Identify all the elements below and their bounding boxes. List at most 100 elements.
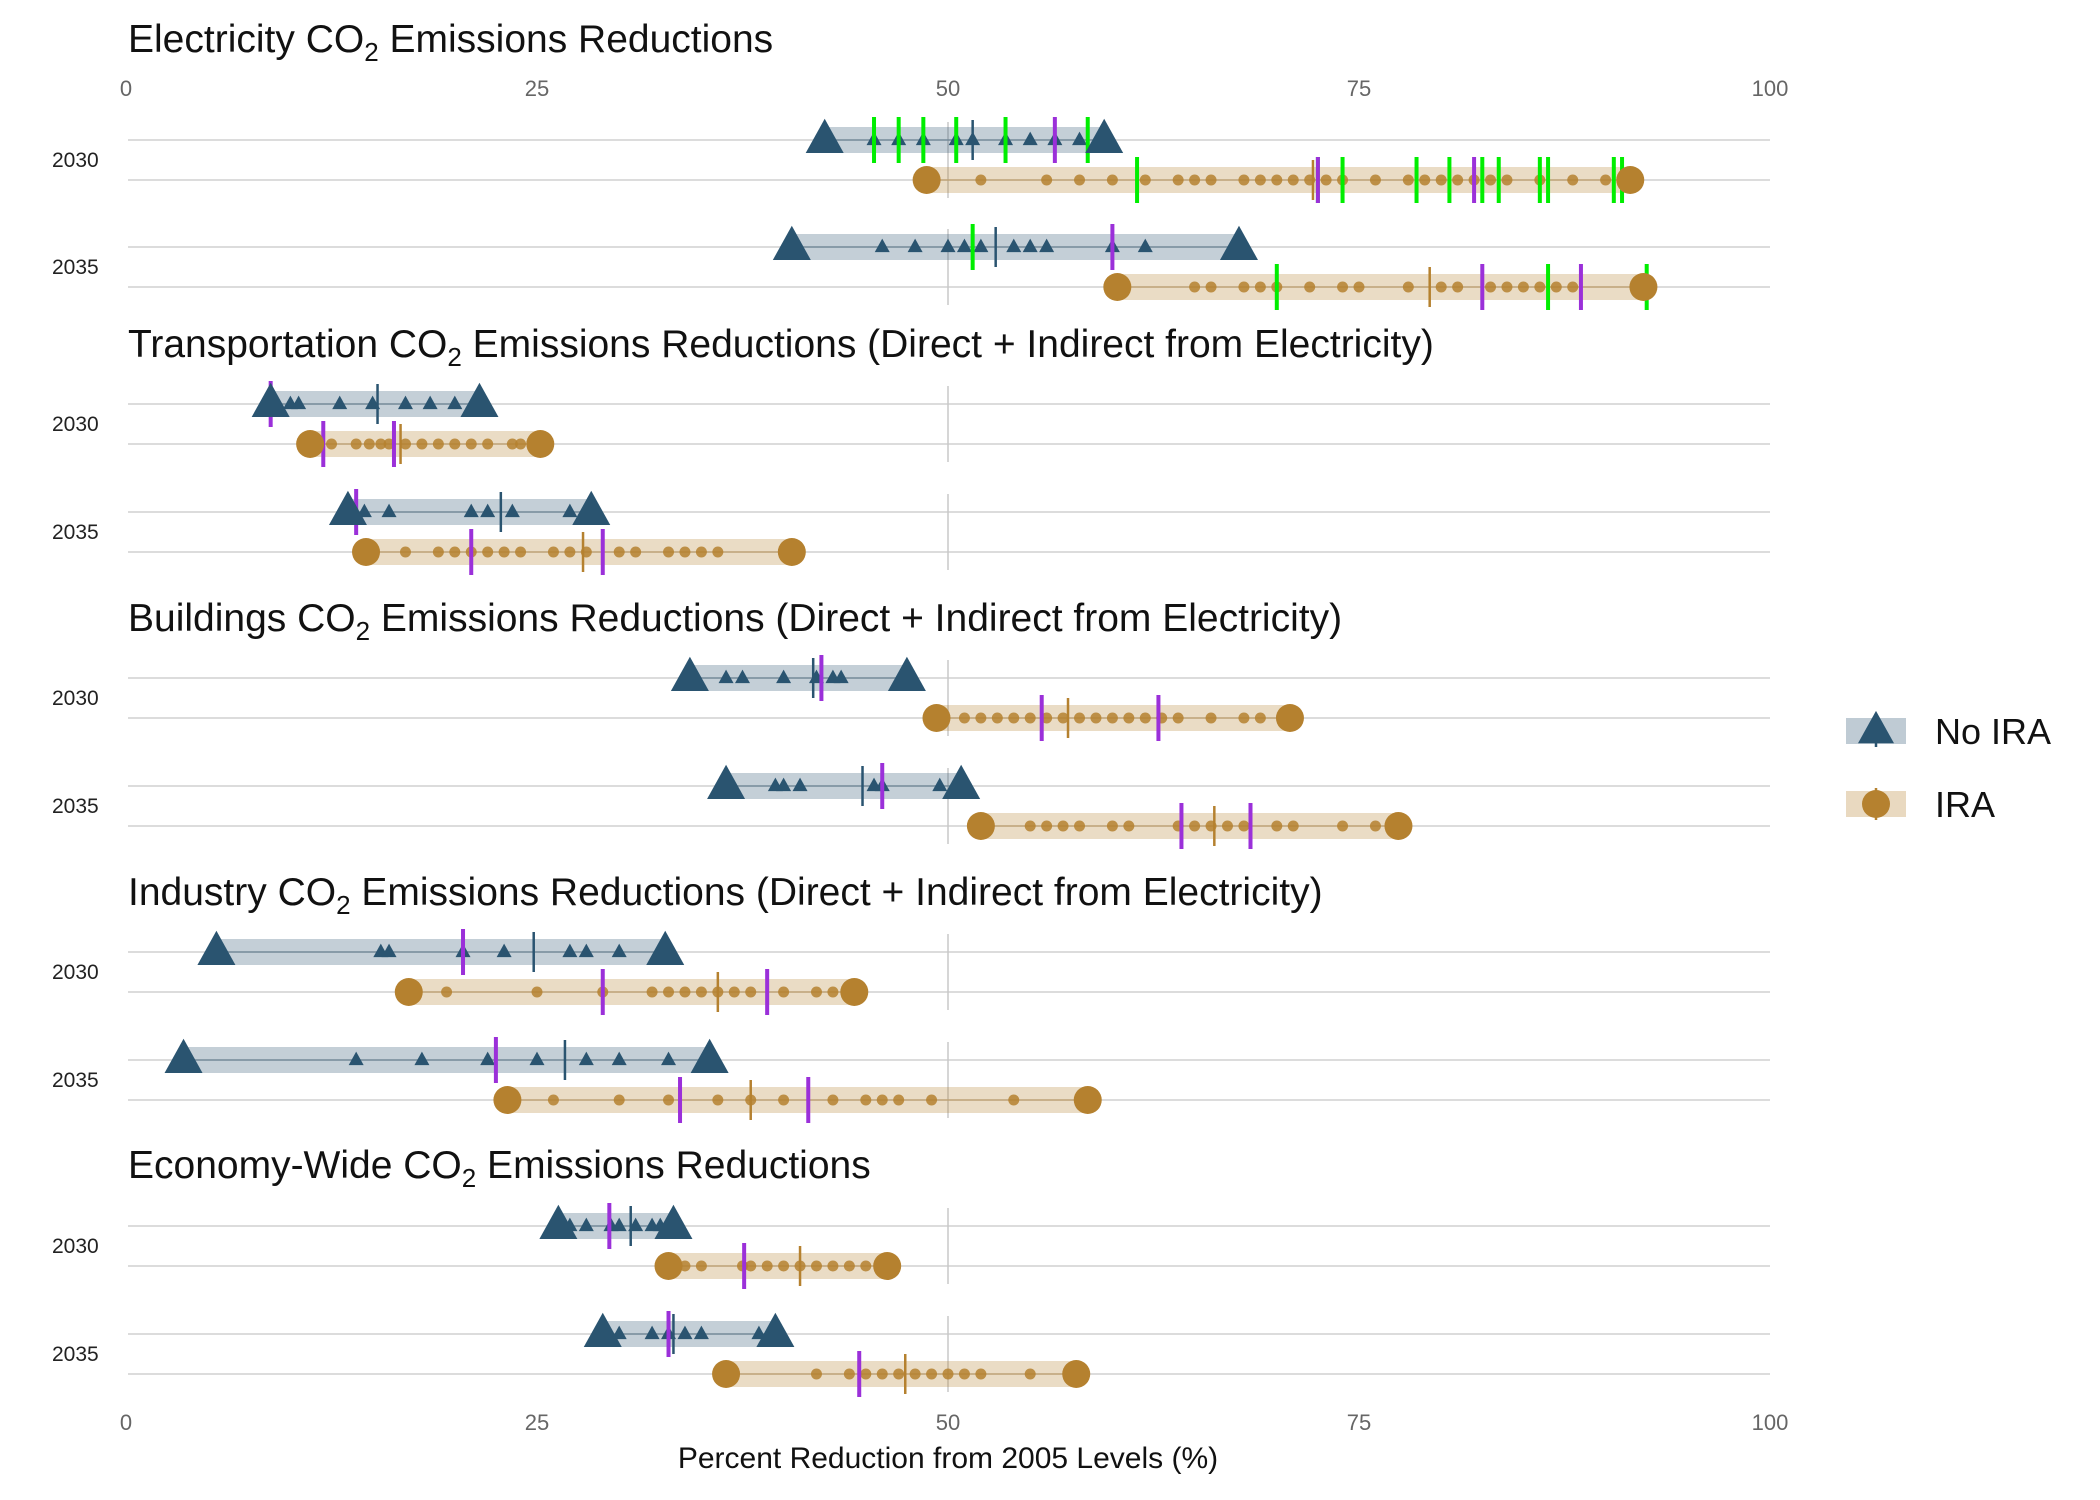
ira-scenario-point bbox=[1287, 174, 1299, 186]
panel-title-rest: Emissions Reductions bbox=[379, 18, 774, 61]
panel-title-subscript: 2 bbox=[447, 342, 461, 372]
ira-scenario-point bbox=[613, 1094, 625, 1106]
legend-label: No IRA bbox=[1935, 711, 2051, 752]
no-ira-scenario-point bbox=[833, 669, 849, 684]
ira-scenario-point bbox=[1024, 712, 1036, 724]
ira-scenario-point bbox=[449, 438, 461, 450]
ira-max-marker bbox=[1384, 812, 1413, 840]
x-axis-title: Percent Reduction from 2005 Levels (%) bbox=[678, 1442, 1218, 1475]
no-ira-scenario-point bbox=[504, 503, 520, 518]
no-ira-scenario-point bbox=[463, 503, 479, 518]
ira-min-marker bbox=[922, 704, 951, 732]
ira-scenario-point bbox=[1353, 281, 1365, 293]
ira-scenario-point bbox=[745, 986, 757, 998]
bottom-tick-label: 50 bbox=[936, 1410, 960, 1435]
ira-min-marker bbox=[654, 1252, 683, 1280]
year-label: 2030 bbox=[52, 413, 99, 436]
ira-scenario-point bbox=[1172, 712, 1184, 724]
ira-scenario-point bbox=[531, 986, 543, 998]
ira-min-marker bbox=[394, 978, 423, 1006]
year-label: 2035 bbox=[52, 521, 99, 544]
ira-scenario-point bbox=[1419, 174, 1431, 186]
no-ira-scenario-point bbox=[381, 503, 397, 518]
ira-scenario-point bbox=[1567, 281, 1579, 293]
ira-scenario-point bbox=[1106, 174, 1118, 186]
ira-scenario-point bbox=[810, 1368, 822, 1380]
ira-scenario-point bbox=[827, 986, 839, 998]
ira-scenario-point bbox=[695, 546, 707, 558]
ira-scenario-point bbox=[399, 546, 411, 558]
ira-scenario-point bbox=[810, 986, 822, 998]
ira-scenario-point bbox=[1024, 820, 1036, 832]
no-ira-scenario-point bbox=[578, 943, 594, 958]
ira-scenario-point bbox=[1238, 820, 1250, 832]
no-ira-min-marker bbox=[328, 490, 367, 525]
ira-max-marker bbox=[1062, 1360, 1091, 1388]
ira-scenario-point bbox=[1254, 174, 1266, 186]
no-ira-scenario-point bbox=[397, 395, 413, 410]
no-ira-scenario-point bbox=[1022, 131, 1038, 146]
ira-scenario-point bbox=[695, 1260, 707, 1272]
ira-scenario-point bbox=[876, 1094, 888, 1106]
no-ira-scenario-point bbox=[661, 1051, 677, 1066]
ira-min-marker bbox=[296, 430, 325, 458]
ira-scenario-point bbox=[827, 1260, 839, 1272]
year-label: 2030 bbox=[52, 1235, 99, 1258]
ira-scenario-point bbox=[1139, 712, 1151, 724]
ira-min-marker bbox=[912, 166, 941, 194]
bottom-tick-label: 0 bbox=[120, 1410, 132, 1435]
ira-scenario-point bbox=[1287, 820, 1299, 832]
no-ira-scenario-point bbox=[348, 1051, 364, 1066]
ira-scenario-point bbox=[1402, 174, 1414, 186]
panel-title: Electricity CO2 Emissions Reductions bbox=[128, 18, 773, 67]
no-ira-max-marker bbox=[572, 490, 611, 525]
no-ira-scenario-point bbox=[1072, 131, 1088, 146]
ira-max-marker bbox=[1275, 704, 1304, 732]
ira-scenario-point bbox=[778, 1260, 790, 1272]
ira-scenario-point bbox=[1369, 174, 1381, 186]
ira-scenario-point bbox=[630, 546, 642, 558]
year-label: 2035 bbox=[52, 1069, 99, 1092]
ira-scenario-point bbox=[860, 1368, 872, 1380]
top-tick-label: 75 bbox=[1347, 76, 1371, 101]
ira-scenario-point bbox=[515, 438, 527, 450]
panel-title: Buildings CO2 Emissions Reductions (Dire… bbox=[128, 597, 1342, 646]
no-ira-max-marker bbox=[942, 764, 981, 799]
ira-scenario-point bbox=[1123, 820, 1135, 832]
ira-scenario-point bbox=[482, 546, 494, 558]
ira-max-marker bbox=[526, 430, 555, 458]
ira-scenario-point bbox=[876, 1368, 888, 1380]
no-ira-scenario-point bbox=[496, 943, 512, 958]
ira-max-marker bbox=[840, 978, 869, 1006]
ira-scenario-point bbox=[778, 986, 790, 998]
ira-scenario-point bbox=[1057, 820, 1069, 832]
ira-scenario-point bbox=[728, 986, 740, 998]
ira-scenario-point bbox=[663, 546, 675, 558]
no-ira-min-marker bbox=[772, 225, 811, 260]
ira-scenario-point bbox=[441, 986, 453, 998]
bottom-tick-label: 25 bbox=[525, 1410, 549, 1435]
ira-max-marker bbox=[1616, 166, 1645, 194]
ira-scenario-point bbox=[1106, 712, 1118, 724]
ira-scenario-point bbox=[1139, 174, 1151, 186]
ira-scenario-point bbox=[1074, 174, 1086, 186]
panel-title-rest: Emissions Reductions (Direct + Indirect … bbox=[370, 597, 1342, 640]
no-ira-scenario-point bbox=[677, 1325, 693, 1340]
panel-title-subscript: 2 bbox=[336, 890, 350, 920]
ira-scenario-point bbox=[843, 1368, 855, 1380]
no-ira-scenario-point bbox=[422, 395, 438, 410]
no-ira-scenario-point bbox=[447, 395, 463, 410]
ira-scenario-point bbox=[958, 1368, 970, 1380]
ira-scenario-point bbox=[350, 438, 362, 450]
no-ira-max-marker bbox=[1085, 118, 1124, 153]
ira-scenario-point bbox=[1041, 712, 1053, 724]
panel-1: Transportation CO2 Emissions Reductions … bbox=[52, 323, 1770, 575]
no-ira-scenario-point bbox=[381, 943, 397, 958]
year-label: 2030 bbox=[52, 149, 99, 172]
no-ira-scenario-point bbox=[1039, 238, 1055, 253]
ira-scenario-point bbox=[1501, 174, 1513, 186]
panel-3: Industry CO2 Emissions Reductions (Direc… bbox=[52, 871, 1770, 1123]
ira-scenario-point bbox=[1205, 712, 1217, 724]
no-ira-scenario-point bbox=[1022, 238, 1038, 253]
